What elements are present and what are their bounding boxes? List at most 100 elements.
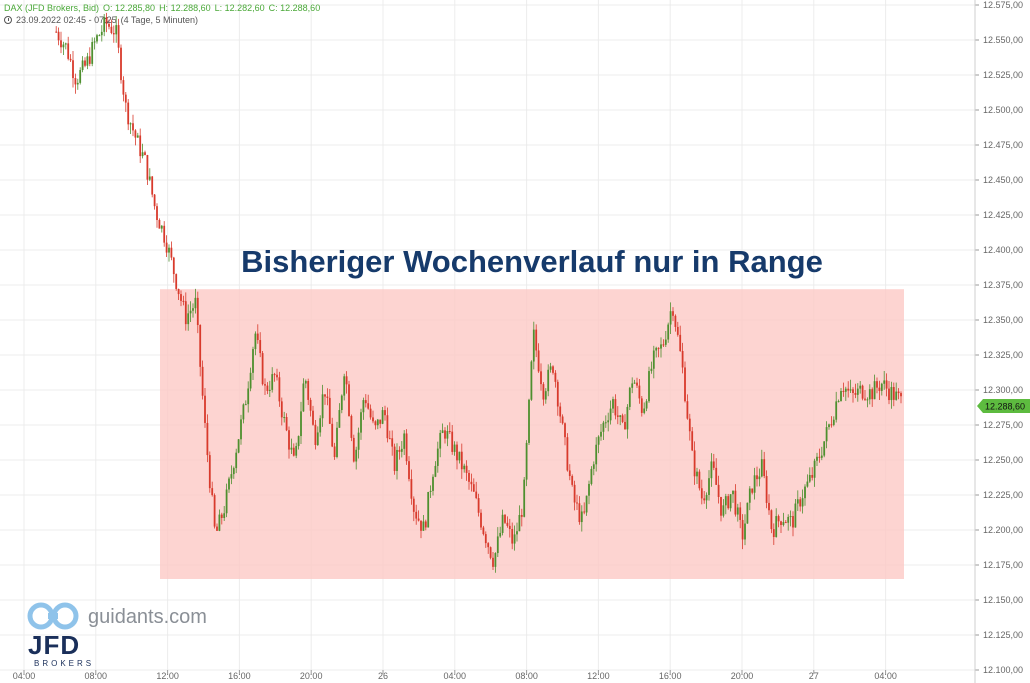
candle-body [465, 465, 468, 473]
candle-body [256, 333, 259, 341]
candle-body [108, 23, 110, 27]
candle-body [669, 311, 672, 325]
candle-body [280, 401, 283, 418]
candle-body [146, 155, 149, 180]
y-tick-label: 12.575,00 [983, 0, 1023, 10]
candle-body [252, 349, 254, 373]
candle-body [554, 372, 557, 382]
candle-body [792, 516, 794, 528]
x-tick-label: 16:00 [659, 671, 682, 681]
candle-body [139, 135, 142, 157]
candle-body [780, 521, 782, 526]
timeframe-period: (4 Tage, 5 Minuten) [120, 15, 198, 25]
candle-body [206, 422, 209, 456]
candle-body [112, 33, 115, 35]
x-tick-label: 04:00 [13, 671, 36, 681]
y-tick-label: 12.350,00 [983, 315, 1023, 325]
candle-body [91, 42, 94, 64]
candles [55, 12, 902, 573]
candle-body [225, 489, 228, 514]
candle-body [580, 511, 583, 523]
candle-body [177, 288, 180, 295]
candle-body [343, 376, 346, 396]
candle-body [655, 347, 658, 351]
candle-body [777, 516, 780, 522]
candle-body [60, 40, 62, 48]
candle-body [499, 532, 502, 537]
candle-body [880, 383, 883, 391]
candle-body [868, 389, 871, 400]
candle-body [739, 507, 742, 520]
candle-body [168, 247, 170, 253]
candle-body [79, 70, 82, 83]
candle-body [592, 464, 595, 469]
candle-body [513, 534, 516, 544]
candle-body [458, 451, 461, 461]
candle-body [412, 498, 415, 512]
candle-body [345, 376, 348, 385]
candle-body [268, 389, 271, 391]
candle-body [700, 488, 703, 499]
candle-body [633, 382, 636, 384]
candle-body [364, 400, 367, 404]
candle-body [643, 408, 646, 413]
candle-body [165, 242, 168, 253]
candle-body [300, 411, 302, 437]
ohlc-low: L: 12.282,60 [214, 3, 265, 13]
candle-body [408, 461, 410, 480]
x-tick-label: 04:00 [444, 671, 467, 681]
candle-body [710, 461, 713, 479]
candle-body [636, 382, 638, 386]
candle-body [722, 505, 725, 516]
candle-body [151, 176, 154, 195]
candle-body [259, 340, 262, 354]
x-axis: 04:00 08:00 12:00 16:00 20:00 26 04:00 08:00 12:… [13, 670, 897, 681]
candle-body [578, 503, 581, 523]
candle-body [432, 476, 434, 491]
candle-body [607, 420, 610, 423]
candle-body [684, 367, 686, 402]
candle-body [84, 60, 86, 66]
candle-body [645, 401, 648, 409]
candle-body [271, 374, 274, 390]
candle-body [585, 495, 588, 513]
candle-body [230, 474, 233, 479]
candle-body [758, 476, 761, 480]
candle-body [242, 404, 245, 420]
candle-body [900, 393, 902, 397]
candle-body [163, 225, 166, 243]
candle-body [424, 521, 427, 528]
candle-body [216, 526, 218, 531]
candle-body [204, 395, 206, 423]
candle-body [504, 514, 506, 523]
candle-body [62, 44, 65, 48]
candle-body [237, 439, 240, 453]
y-tick-label: 12.400,00 [983, 245, 1023, 255]
candle-body [602, 422, 605, 432]
y-tick-label: 12.550,00 [983, 35, 1023, 45]
candle-body [292, 447, 295, 456]
guidants-label: guidants.com [88, 606, 207, 628]
candle-body [436, 448, 439, 466]
candle-body [57, 31, 60, 41]
candle-body [487, 543, 490, 548]
candle-body [801, 498, 804, 507]
candle-body [175, 274, 178, 289]
candle-body [141, 152, 144, 157]
candle-body [508, 525, 511, 529]
candle-body [182, 300, 185, 302]
y-tick-label: 12.375,00 [983, 280, 1023, 290]
candle-body [535, 329, 538, 351]
candle-body [336, 427, 338, 457]
candle-body [388, 438, 391, 440]
candle-body [74, 78, 77, 85]
candle-body [732, 490, 734, 495]
candle-body [240, 419, 242, 440]
candle-body [871, 389, 874, 400]
candle-body [348, 384, 350, 416]
candle-body [820, 455, 823, 458]
candle-body [184, 301, 187, 325]
candle-body [501, 514, 504, 533]
candle-body [674, 315, 677, 327]
